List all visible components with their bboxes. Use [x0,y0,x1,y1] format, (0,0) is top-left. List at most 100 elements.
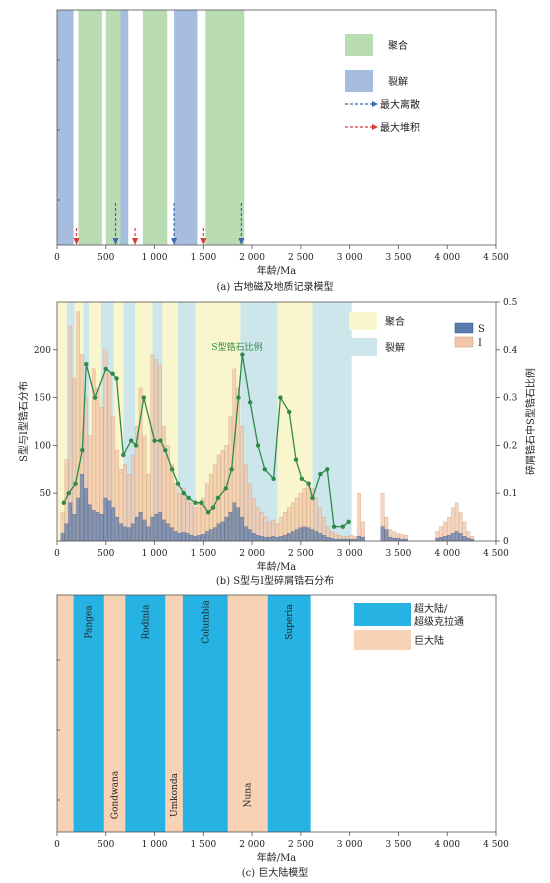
S-ratio-point [133,443,139,448]
c-x-tick-label: 2 500 [288,840,314,850]
S-ratio-point [80,447,85,453]
S-ratio-point [61,500,67,505]
c-x-tick-label: 4 500 [483,840,509,850]
S-ratio-point [286,409,292,415]
S-bar [60,533,65,542]
S-ratio-point [210,505,216,510]
a-x-tick-label: 1 000 [142,253,168,263]
S-ratio-point [271,476,276,482]
b-right-y-tick-label: 0.5 [503,298,518,308]
b-x-tick-label: 1 000 [142,549,168,559]
assembly-band [142,10,168,245]
S-bar [330,537,334,542]
S-ratio-point [346,519,351,525]
S-bar [236,507,240,542]
max-accumulation-arrowhead [73,238,80,245]
max-dispersal-arrowhead [112,238,119,245]
legend-I-label: I [478,338,482,349]
S-bar [111,507,116,542]
panel-b-frame [56,301,497,542]
supercontinent-band [267,595,311,832]
S-bar [392,537,397,542]
S-ratio-point [318,471,323,477]
S-ratio-point [299,476,305,482]
S-bar [146,526,151,542]
S-ratio-point [206,510,211,515]
S-bar [212,527,217,542]
max-dispersal-arrowhead [171,238,178,245]
S-ratio-point [141,395,147,400]
S-bar [384,529,389,542]
S-ratio-point [158,438,163,443]
S-ratio-point [193,500,198,505]
legend-I-swatch [454,336,474,348]
c-x-tick-label: 2 000 [239,840,265,850]
S-bar [103,497,108,542]
S-bar [290,531,295,542]
S-bar [380,526,385,542]
S-bar [294,529,299,542]
S-bar [150,516,155,542]
S-bar [298,527,303,542]
S-bar [138,512,143,542]
S-bar [450,533,455,542]
megacontinent-label: Nuna [244,782,254,807]
S-bar [72,514,77,542]
I-bar [193,507,198,542]
c-x-tick-label: 1 500 [190,840,216,850]
max-accumulation-arrowhead [132,238,139,245]
S-bar [263,537,268,542]
megacontinent-band [103,595,126,832]
S-bar [248,529,252,542]
b-x-axis-label: 年龄/Ma [257,560,297,573]
S-bar [306,527,311,542]
c-x-tick-label: 3 000 [337,840,363,850]
legend-megacontinent-swatch [354,630,411,650]
S-bar [88,504,92,542]
S-ratio-point [262,467,267,472]
S-bar [115,516,119,542]
S-bar [68,502,73,542]
legend-assembly-label: 聚合 [388,39,408,52]
S-bar [107,500,112,542]
S-bar [232,502,237,542]
b-x-tick-label: 2 000 [239,549,265,559]
S-ratio-point [340,524,346,529]
S-ratio-point [152,438,157,443]
b-left-y-tick-label: 150 [34,394,51,404]
b-right-y-tick-label: 0.4 [503,346,518,356]
legend-supercontinent-label-1: 超大陆/ [414,602,448,615]
a-x-tick-label: 4 500 [483,253,509,263]
c-x-axis-label: 年龄/Ma [257,851,297,864]
b-left-y-tick-label: 50 [40,489,52,499]
legend-S-swatch [454,322,474,334]
S-bar [462,536,467,542]
a-x-tick-label: 2 500 [288,253,314,263]
legend-max-accumulation-label: 最大堆积 [380,121,420,134]
I-bar [150,354,155,542]
S-bar [240,516,244,542]
megacontinent-band [227,595,268,832]
S-bar [454,531,459,542]
S-ratio-point [110,371,115,376]
S-ratio-point [66,491,71,496]
c-x-tick-label: 500 [97,840,114,850]
b-x-tick-label: 0 [54,549,60,559]
max-dispersal-arrowhead [238,238,245,245]
S-bar [361,537,365,542]
S-bar [458,533,463,542]
c-x-tick-label: 1 000 [142,840,168,850]
b-x-tick-label: 2 500 [288,549,314,559]
S-ratio-point [247,400,253,405]
supercontinent-band [73,595,104,832]
S-ratio-point [175,481,181,486]
supercontinent-band [125,595,166,832]
S-bar [271,536,276,542]
S-bar [209,529,213,542]
S-ratio-point [240,352,245,357]
S-ratio-point [199,500,204,505]
S-bar [134,516,139,542]
S-bar [466,537,471,542]
b-left-y-tick-label: 200 [34,346,51,356]
